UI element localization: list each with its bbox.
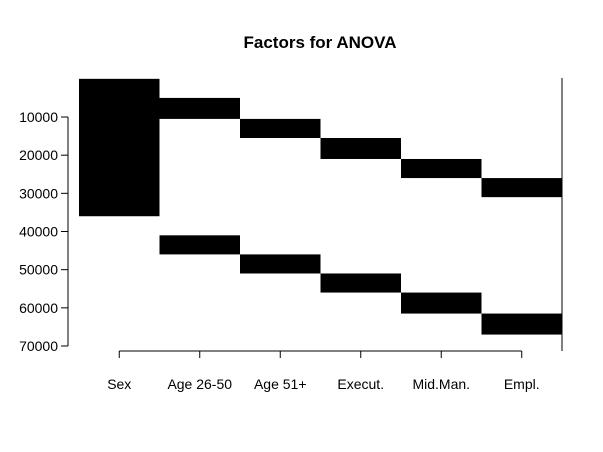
filled-blocks xyxy=(79,78,562,335)
block-age-51-3 xyxy=(240,118,321,138)
y-tick-label: 30000 xyxy=(19,185,58,201)
chart-title: Factors for ANOVA xyxy=(243,33,396,52)
y-tick-label: 10000 xyxy=(19,109,58,125)
y-tick-label: 20000 xyxy=(19,147,58,163)
x-axis: Sex Age 26-50 Age 51+ Execut. Mid.Man. Empl. xyxy=(107,350,540,392)
block-execut-6 xyxy=(320,273,401,293)
block-age-51-4 xyxy=(240,254,321,274)
y-tick-label: 50000 xyxy=(19,262,58,278)
x-tick-label: Execut. xyxy=(337,376,384,392)
block-empl-9 xyxy=(481,178,562,198)
y-tick-label: 40000 xyxy=(19,224,58,240)
x-tick-label: Empl. xyxy=(504,376,540,392)
x-tick-label: Age 51+ xyxy=(254,376,307,392)
block-age-26-50-2 xyxy=(159,235,240,255)
x-tick-label: Sex xyxy=(107,376,131,392)
y-axis: 10000 20000 30000 40000 50000 60000 70000 xyxy=(19,78,563,354)
block-execut-5 xyxy=(320,137,401,159)
y-tick-label: 70000 xyxy=(19,338,58,354)
x-tick-label: Mid.Man. xyxy=(412,376,470,392)
x-tick-label: Age 26-50 xyxy=(167,376,232,392)
block-mid-man-7 xyxy=(401,158,482,179)
block-sex-0 xyxy=(79,78,160,217)
block-empl-10 xyxy=(481,313,562,335)
y-tick-label: 60000 xyxy=(19,300,58,316)
block-age-26-50-1 xyxy=(159,97,240,119)
block-mid-man-8 xyxy=(401,292,482,314)
